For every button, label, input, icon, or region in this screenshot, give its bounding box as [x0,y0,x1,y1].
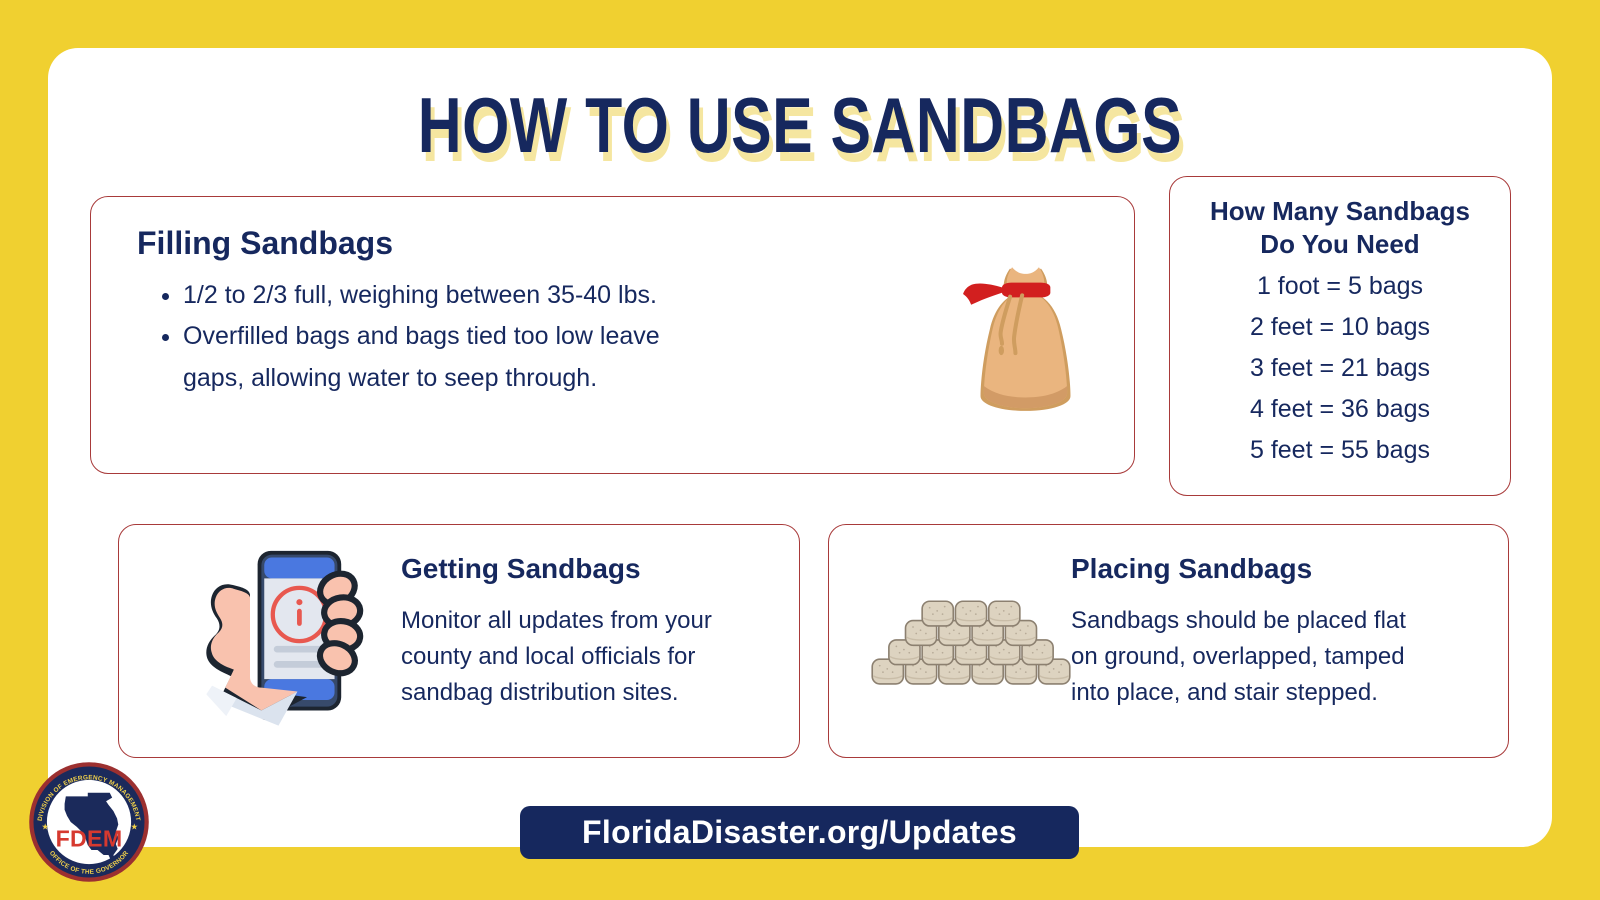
svg-text:FDEM: FDEM [56,825,123,851]
svg-text:★: ★ [41,821,49,831]
svg-text:★: ★ [130,821,138,831]
